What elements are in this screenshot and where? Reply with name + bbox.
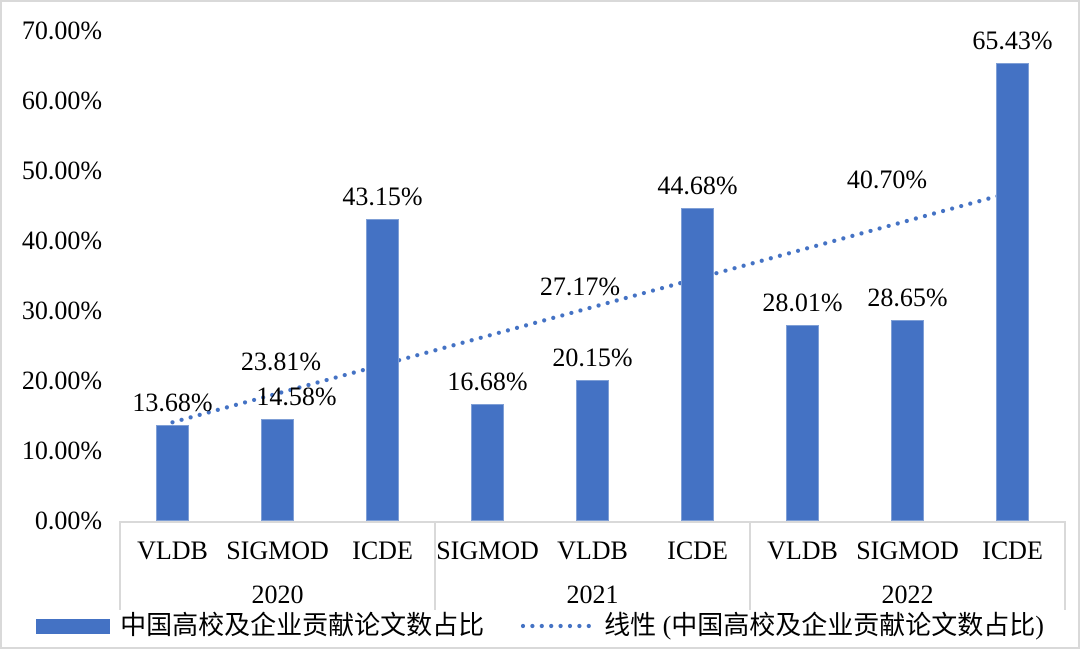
trend-value-label: 40.70% [846, 165, 928, 194]
y-axis-tick-label: 20.00% [21, 366, 102, 395]
bar-value-label: 28.01% [762, 287, 843, 317]
x-axis-category-label: ICDE [667, 536, 728, 565]
bar-swatch-icon [36, 618, 111, 634]
y-axis-tick-label: 10.00% [21, 436, 102, 465]
bar-value-label: 16.68% [447, 367, 528, 397]
bar [786, 324, 819, 521]
bar-value-label: 14.58% [256, 381, 337, 411]
trend-value-label: 23.81% [240, 347, 322, 376]
bar-value-label: 43.15% [342, 181, 423, 211]
axis-group-divider [434, 521, 436, 610]
bar [681, 208, 714, 521]
legend-item-trendline: 线性 (中国高校及企业贡献论文数占比) [520, 610, 1044, 642]
bar [366, 218, 399, 521]
bar-value-label: 44.68% [657, 171, 738, 201]
bar [261, 418, 294, 521]
x-axis-category-label: VLDB [557, 536, 628, 565]
axis-group-divider [749, 521, 751, 610]
trend-value-label: 27.17% [539, 272, 621, 301]
axis-group-divider [1064, 521, 1066, 610]
bar-value-label: 20.15% [552, 342, 633, 372]
x-axis-category-label: SIGMOD [856, 536, 959, 565]
x-axis-category-label: ICDE [982, 536, 1043, 565]
x-axis-category-label: ICDE [352, 536, 413, 565]
bar [576, 379, 609, 521]
y-axis-tick-label: 30.00% [21, 296, 102, 325]
bar [156, 425, 189, 521]
x-axis-category-label: SIGMOD [226, 536, 329, 565]
y-axis-tick-label: 70.00% [21, 16, 102, 45]
x-axis-line [120, 521, 1065, 523]
legend-trendline-label: 线性 (中国高校及企业贡献论文数占比) [604, 611, 1044, 640]
y-axis-tick-label: 40.00% [21, 226, 102, 255]
legend: 中国高校及企业贡献论文数占比 线性 (中国高校及企业贡献论文数占比) [2, 605, 1078, 647]
bar-value-label: 28.65% [867, 283, 948, 313]
legend-item-series: 中国高校及企业贡献论文数占比 [36, 610, 484, 642]
y-axis-tick-label: 60.00% [21, 86, 102, 115]
bar [996, 62, 1029, 521]
x-axis-year-label: 2020 [251, 580, 304, 609]
bar [891, 320, 924, 521]
x-axis-category-label: VLDB [137, 536, 208, 565]
x-axis-year-label: 2021 [566, 580, 619, 609]
y-axis-tick-label: 0.00% [34, 506, 102, 535]
legend-series-label: 中国高校及企业贡献论文数占比 [120, 611, 485, 640]
x-axis-category-label: SIGMOD [436, 536, 539, 565]
bar-value-label: 65.43% [972, 25, 1053, 55]
x-axis-category-label: VLDB [767, 536, 838, 565]
dotted-line-swatch-icon [520, 623, 594, 629]
axis-group-divider [119, 521, 121, 610]
x-axis-year-label: 2022 [881, 580, 934, 609]
y-axis-tick-label: 50.00% [21, 156, 102, 185]
bar-value-label: 13.68% [132, 388, 213, 418]
bar [471, 404, 504, 521]
